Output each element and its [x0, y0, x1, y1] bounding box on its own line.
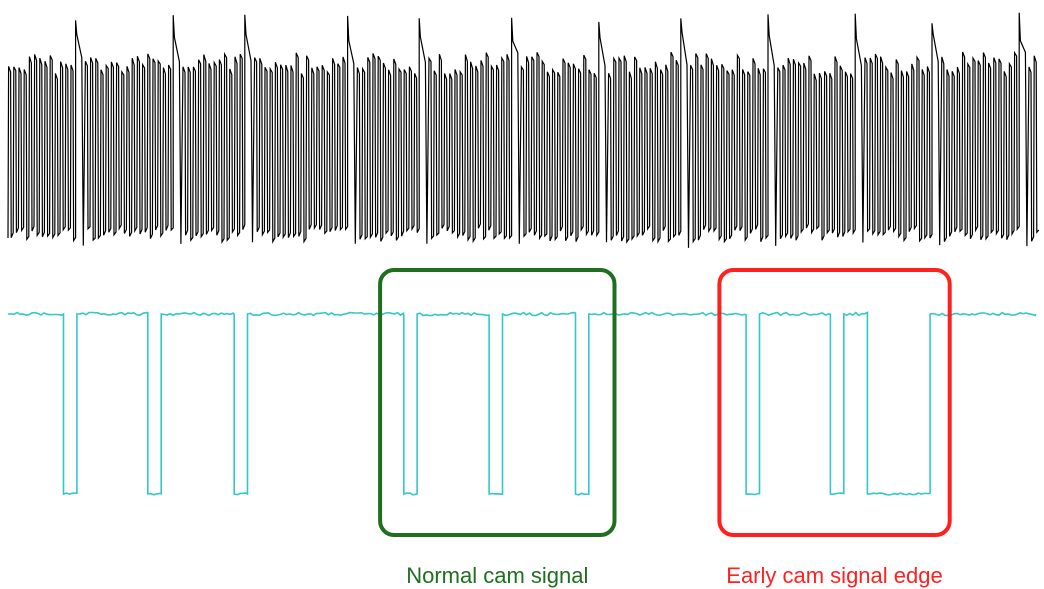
- annotation-label-normal: Normal cam signal: [406, 563, 588, 588]
- crank-signal-trace: [7, 12, 1040, 248]
- crank-signal-layer: [7, 12, 1040, 248]
- annotation-label-early: Early cam signal edge: [726, 563, 942, 588]
- cam-signal-trace: [7, 311, 1037, 496]
- cam-signal-layer: [7, 311, 1037, 496]
- annotation-box-normal: [378, 268, 617, 537]
- annotation-box-early: [717, 268, 952, 537]
- annotation-layer: Normal cam signal Early cam signal edge: [378, 268, 952, 588]
